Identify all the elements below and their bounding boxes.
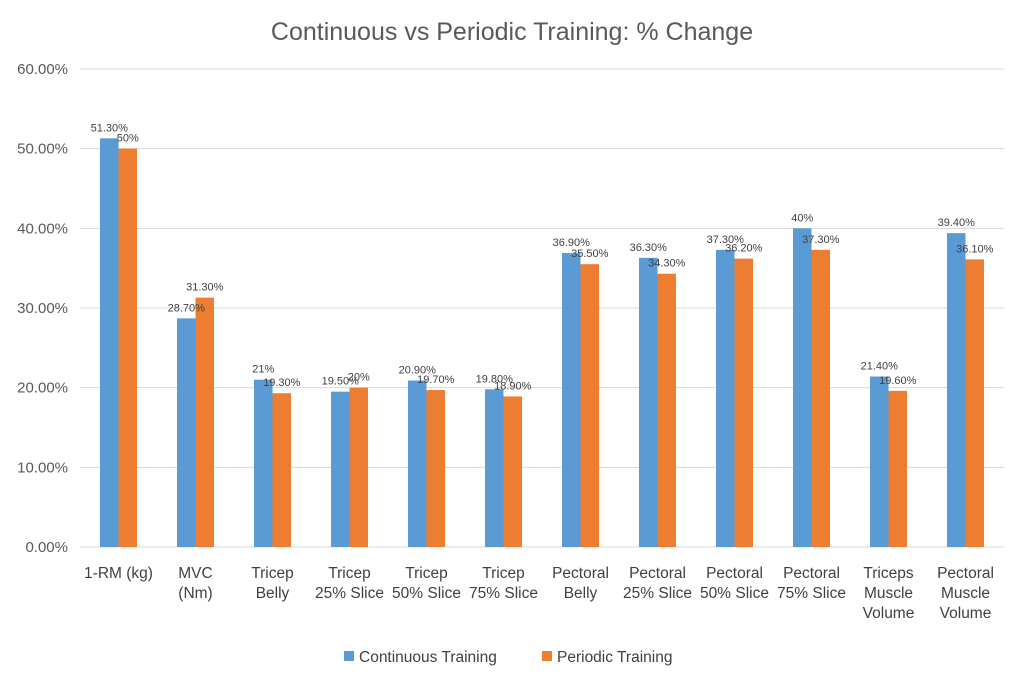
data-label: 21.40% [861, 361, 899, 373]
x-tick-label: Pectoral Muscle Volume [937, 565, 994, 622]
data-label: 19.70% [417, 374, 455, 386]
bars [100, 138, 984, 548]
bar-continuous [947, 233, 966, 547]
data-label: 20% [348, 372, 370, 384]
data-label: 37.30% [802, 234, 840, 246]
gridlines [80, 68, 1004, 548]
bar-continuous [639, 257, 658, 547]
y-tick-label: 10.00% [17, 459, 68, 476]
y-tick-label: 60.00% [17, 61, 68, 78]
data-label: 40% [791, 212, 813, 224]
x-tick-label: 1-RM (kg) [84, 565, 153, 582]
legend-label-continuous: Continuous Training [359, 649, 497, 666]
x-tick-label: Pectoral 25% Slice [623, 565, 692, 602]
y-tick-label: 40.00% [17, 220, 68, 237]
bar-periodic [888, 390, 907, 547]
y-tick-label: 50.00% [17, 141, 68, 158]
bar-periodic [426, 390, 445, 547]
data-label: 51.30% [91, 122, 129, 134]
legend-label-periodic: Periodic Training [557, 649, 672, 666]
data-label: 37.30% [707, 234, 745, 246]
x-tick-label: Pectoral Belly [552, 565, 609, 602]
data-label: 39.40% [938, 217, 976, 229]
data-label: 36.30% [630, 242, 668, 254]
x-tick-label: Triceps Muscle Volume [863, 565, 915, 622]
y-tick-label: 0.00% [25, 539, 68, 556]
x-tick-label: Pectoral 50% Slice [700, 565, 769, 602]
bar-periodic [195, 297, 214, 547]
y-tick-label: 30.00% [17, 300, 68, 317]
bar-continuous [716, 249, 735, 548]
bar-periodic [272, 393, 291, 547]
data-label: 36.90% [553, 237, 591, 249]
bar-continuous [485, 389, 504, 547]
x-tick-label: Tricep 25% Slice [315, 565, 384, 602]
x-tick-label: Tricep Belly [251, 565, 294, 602]
data-label: 19.50% [322, 376, 360, 388]
bar-continuous [408, 380, 427, 547]
bar-continuous [331, 391, 350, 547]
y-tick-label: 20.00% [17, 380, 68, 397]
legend-swatch-continuous [344, 651, 354, 661]
bar-continuous [793, 228, 812, 548]
x-tick-label: Tricep 50% Slice [392, 565, 461, 602]
x-tick-label: MVC (Nm) [178, 565, 212, 602]
x-axis-ticks: 1-RM (kg) MVC (Nm) Tricep Belly Tricep 25% Sli… [84, 565, 994, 622]
bar-continuous [100, 138, 119, 547]
chart-title: Continuous vs Periodic Training: % Chang… [271, 18, 753, 46]
x-tick-label: Pectoral 75% Slice [777, 565, 846, 602]
bar-periodic [118, 148, 137, 547]
bar-continuous [177, 318, 196, 547]
data-label: 28.70% [168, 302, 206, 314]
bar-continuous [254, 379, 273, 547]
data-label: 20.90% [399, 364, 437, 376]
data-label: 34.30% [648, 258, 686, 270]
data-label: 50% [117, 133, 139, 145]
bar-periodic [965, 259, 984, 547]
data-label: 31.30% [186, 282, 224, 294]
bar-continuous [870, 376, 889, 547]
data-label: 19.80% [476, 373, 514, 385]
bar-periodic [349, 387, 368, 547]
legend-swatch-periodic [542, 651, 552, 661]
bar-periodic [811, 249, 830, 548]
bar-periodic [503, 396, 522, 547]
legend: Continuous Training Periodic Training [344, 649, 672, 666]
data-label: 18.90% [494, 380, 532, 392]
data-label: 21% [252, 364, 274, 376]
bar-continuous [562, 253, 581, 547]
data-label: 36.20% [725, 243, 763, 255]
data-label: 19.30% [263, 377, 301, 389]
data-label: 19.60% [879, 375, 917, 387]
y-axis-ticks: 0.00% 10.00% 20.00% 30.00% 40.00% 50.00% 60.00… [17, 61, 68, 556]
data-label: 36.10% [956, 243, 994, 255]
bar-periodic [580, 264, 599, 547]
x-tick-label: Tricep 75% Slice [469, 565, 538, 602]
bar-periodic [734, 258, 753, 547]
data-labels: 51.30%50% 28.70% 31.30% 21%19.30% 19.50%20% 2… [91, 122, 994, 392]
bar-periodic [657, 273, 676, 547]
data-label: 35.50% [571, 248, 609, 260]
